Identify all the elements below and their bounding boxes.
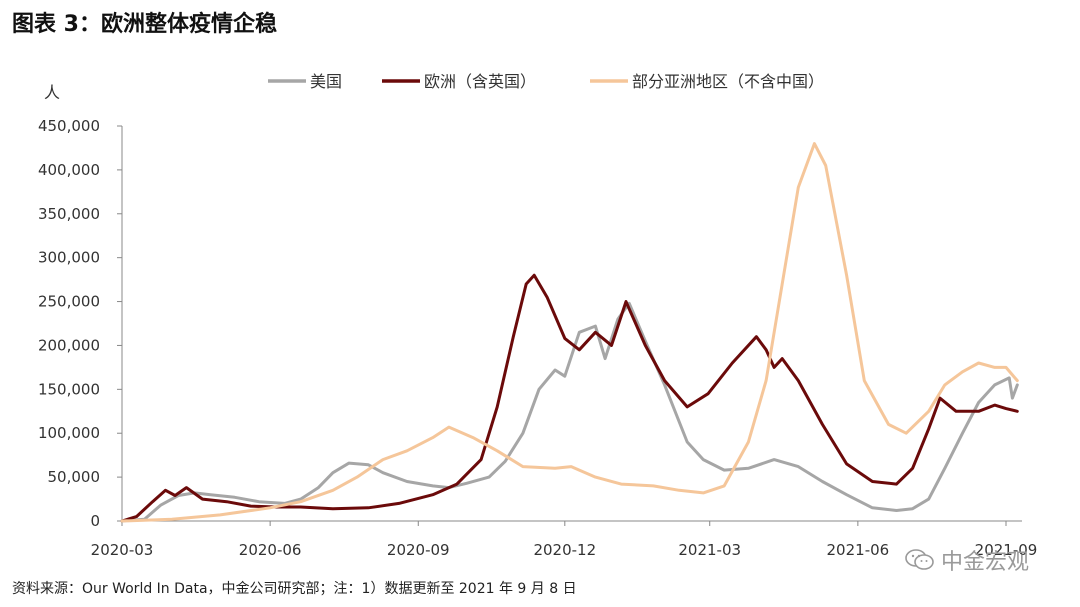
x-tick-label: 2020-06 [239,541,302,559]
y-tick-label: 50,000 [48,468,101,486]
y-tick-label: 0 [90,512,100,530]
chart-title: 图表 3：欧洲整体疫情企稳 [12,12,277,37]
y-axis-unit: 人 [44,83,60,102]
y-tick-label: 200,000 [38,336,100,354]
x-tick-label: 2020-03 [91,541,154,559]
wechat-icon [905,549,934,570]
source-note: 资料来源：Our World In Data，中金公司研究部；注：1）数据更新至… [12,581,577,597]
x-tick-label: 2020-12 [533,541,596,559]
y-tick-label: 450,000 [38,117,100,135]
y-tick-label: 100,000 [38,424,100,442]
watermark-text: 中金宏观 [941,550,1030,575]
legend-label-1: 美国 [310,72,342,91]
series-line-1 [120,301,1019,523]
watermark: 中金宏观 [905,544,1029,576]
series-line-2 [120,273,1019,523]
y-tick-label: 400,000 [38,161,100,179]
legend-label-2: 欧洲（含英国） [424,72,536,91]
y-tick-label: 250,000 [38,293,100,311]
x-tick-label: 2021-06 [827,541,890,559]
x-tick-label: 2021-03 [678,541,741,559]
y-tick-label: 300,000 [38,249,100,267]
y-tick-label: 150,000 [38,380,100,398]
legend-label-3: 部分亚洲地区（不含中国） [632,72,824,91]
x-tick-label: 2020-09 [387,541,450,559]
x-tick-label: 2021-09 [975,541,1038,559]
chart-axes: 0 50,000 100,000 150,000 200,000 250,000 300,0… [38,83,1037,559]
series-line-3 [120,142,1019,523]
chart-lines [120,142,1019,523]
y-tick-label: 350,000 [38,205,100,223]
chart-legend: 美国 欧洲（含英国） 部分亚洲地区（不含中国） [268,72,824,91]
